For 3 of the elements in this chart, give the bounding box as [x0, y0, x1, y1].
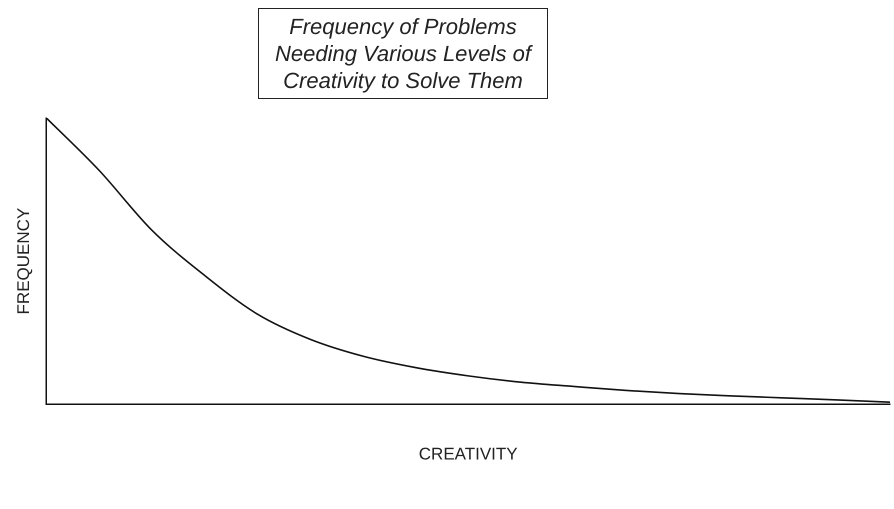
chart-title: Frequency of Problems Needing Various Levels of Creativity to Solve Them	[258, 8, 548, 99]
x-axis-title: CREATIVITY	[418, 444, 518, 464]
y-axis-title: FREQUENCY	[14, 208, 33, 314]
